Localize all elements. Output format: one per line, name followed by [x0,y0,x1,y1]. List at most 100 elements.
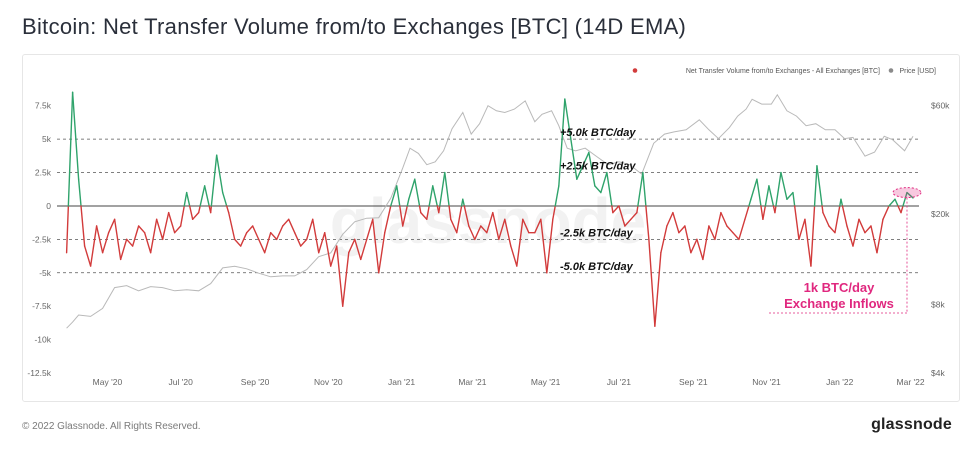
net-transfer-segment [399,205,404,227]
net-transfer-segment [420,211,428,221]
net-transfer-segment [822,211,830,227]
net-transfer-segment [209,205,213,214]
net-transfer-segment [372,218,380,274]
net-transfer-segment [185,191,191,207]
net-transfer-segment [748,198,752,207]
net-transfer-segment [774,205,777,214]
net-transfer-segment [288,218,296,234]
net-transfer-segment [480,225,488,234]
net-transfer-segment [576,165,584,180]
net-transfer-segment [77,178,82,207]
net-transfer-segment [188,205,194,221]
net-transfer-segment [594,185,602,194]
net-transfer-segment [750,178,758,200]
y-tick-label: 0 [46,201,51,211]
x-tick-label: Mar '22 [897,377,925,387]
net-transfer-segment [600,171,608,194]
y2-tick-label: $20k [931,209,950,219]
net-transfer-segment [239,231,248,247]
net-transfer-segment [450,218,458,234]
net-transfer-segment [65,205,70,254]
net-transfer-segment [263,231,272,254]
net-transfer-segment [294,231,302,247]
net-transfer-segment [510,245,518,267]
net-transfer-segment [161,211,170,241]
net-transfer-segment [636,205,639,214]
x-tick-label: Jul '21 [607,377,632,387]
net-transfer-segment [720,211,728,227]
net-transfer-segment [858,218,866,234]
net-transfer-segment [80,205,86,247]
net-transfer-segment [83,245,92,267]
net-transfer-segment [245,225,254,234]
net-transfer-segment [570,138,578,180]
net-transfer-segment [462,198,465,207]
net-transfer-segment [143,231,152,254]
net-transfer-segment [131,225,140,247]
net-transfer-segment [810,205,816,267]
net-transfer-segment [846,225,854,247]
net-transfer-segment [654,252,662,327]
net-transfer-segment [191,211,200,221]
x-tick-label: Nov '20 [314,377,343,387]
net-transfer-segment [354,238,362,261]
net-transfer-segment [215,154,224,194]
net-transfer-segment [642,171,647,207]
net-transfer-segment [414,178,421,207]
net-transfer-segment [534,218,542,234]
net-transfer-segment [167,211,176,234]
net-transfer-segment [841,205,848,227]
net-transfer-segment [318,231,326,254]
net-transfer-segment [448,205,452,221]
net-transfer-segment [67,91,74,207]
net-transfer-segment [300,238,308,247]
net-transfer-segment [504,218,512,247]
net-transfer-segment [648,238,656,327]
net-transfer-segment [113,218,122,261]
legend-marker [888,68,894,73]
net-transfer-segment [312,218,320,254]
net-transfer-segment [894,198,899,207]
legend-label: Net Transfer Volume from/to Exchanges - … [686,68,880,75]
x-tick-label: Jan '21 [388,377,415,387]
net-transfer-segment [882,205,890,221]
net-transfer-segment [732,231,740,241]
reference-line-label: -2.5k BTC/day [560,227,634,239]
net-transfer-segment [702,225,710,261]
net-transfer-segment [764,185,770,207]
net-transfer-segment [173,225,182,234]
y-tick-label: 2.5k [35,168,52,178]
net-transfer-segment [870,225,878,254]
net-transfer-segment [813,165,818,207]
net-transfer-segment [744,205,750,221]
chart-panel: glassnode 7.5k 5k 2.5k 0 -2.5k -5k -7.5k -10k -1… [22,54,960,402]
net-transfer-segment [690,238,698,254]
y-tick-label: -5k [39,268,52,278]
net-transfer-segment [780,171,788,200]
y-tick-label: -10k [34,335,51,345]
net-transfer-segment [554,185,560,207]
net-transfer-segment [101,231,110,254]
net-transfer-segment [149,218,158,254]
net-transfer-segment [95,225,104,254]
net-transfer-segment [624,218,632,227]
net-transfer-segment [762,205,767,221]
x-tick-label: Jan '22 [826,377,853,387]
net-transfer-segment [672,211,680,234]
net-transfer-segment [821,205,824,214]
net-transfer-segment [221,191,228,207]
net-transfer-segment [179,205,185,227]
net-transfer-segment [897,205,902,214]
net-transfer-segment [828,225,836,234]
net-transfer-segment [342,252,350,307]
x-tick-label: Jul '20 [169,377,194,387]
net-transfer-segment [384,205,392,234]
brand-logo: glassnode [871,416,952,433]
x-tick-label: May '21 [531,377,561,387]
net-transfer-segment [378,231,386,274]
reference-line-label: +2.5k BTC/day [560,161,636,173]
net-transfer-segment [816,165,823,207]
legend-label: Price [USD] [899,68,936,75]
net-transfer-segment [444,171,450,207]
net-transfer-segment [203,185,210,207]
